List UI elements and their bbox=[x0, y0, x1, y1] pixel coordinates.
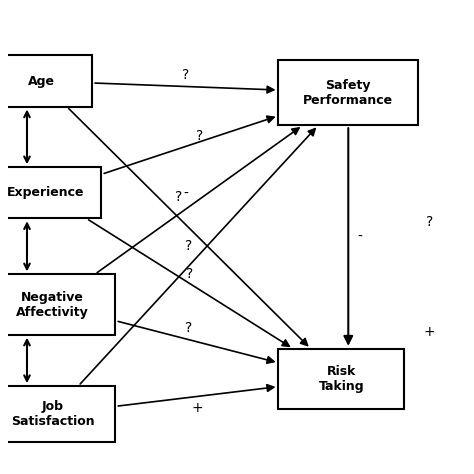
Text: Risk
Taking: Risk Taking bbox=[319, 365, 364, 393]
FancyBboxPatch shape bbox=[0, 274, 116, 335]
Text: +: + bbox=[424, 326, 436, 339]
FancyBboxPatch shape bbox=[0, 55, 92, 107]
Text: Experience: Experience bbox=[7, 186, 84, 199]
Text: ?: ? bbox=[185, 239, 192, 253]
FancyBboxPatch shape bbox=[0, 167, 101, 219]
Text: +: + bbox=[191, 401, 203, 415]
Text: -: - bbox=[183, 186, 188, 201]
Text: ?: ? bbox=[196, 129, 203, 143]
FancyBboxPatch shape bbox=[278, 60, 418, 125]
Text: ?: ? bbox=[182, 68, 189, 82]
FancyBboxPatch shape bbox=[278, 349, 404, 409]
Text: ?: ? bbox=[426, 215, 433, 229]
Text: Negative
Affectivity: Negative Affectivity bbox=[16, 291, 89, 319]
Text: Job
Satisfaction: Job Satisfaction bbox=[11, 400, 94, 428]
Text: ?: ? bbox=[175, 190, 182, 204]
Text: ?: ? bbox=[185, 321, 192, 335]
Text: ?: ? bbox=[186, 267, 193, 281]
Text: -: - bbox=[357, 230, 362, 244]
FancyBboxPatch shape bbox=[0, 386, 116, 442]
Text: Safety
Performance: Safety Performance bbox=[303, 79, 393, 107]
Text: Age: Age bbox=[27, 74, 55, 88]
